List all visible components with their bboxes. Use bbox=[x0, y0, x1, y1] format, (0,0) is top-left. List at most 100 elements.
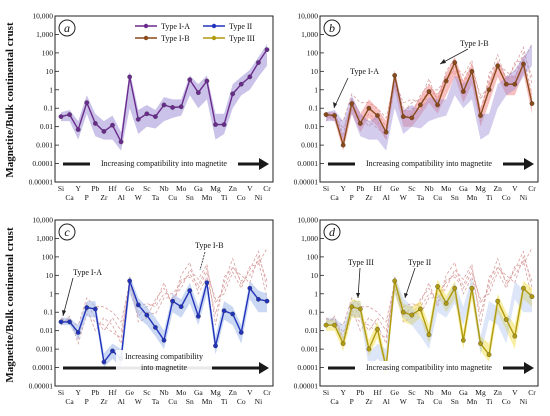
y-tick-label: 0.00001 bbox=[294, 382, 319, 391]
x-tick-label: Mo bbox=[441, 388, 452, 397]
reference-dashed-line bbox=[61, 250, 268, 346]
data-point bbox=[127, 74, 133, 80]
annotation-arrow bbox=[333, 77, 349, 109]
envelope-type-i-a bbox=[61, 44, 267, 151]
x-tick-label: Y bbox=[75, 184, 81, 193]
data-point bbox=[375, 113, 380, 118]
y-tick-label: 0.001 bbox=[301, 141, 318, 150]
data-point bbox=[110, 122, 115, 128]
y-tick-label: 1 bbox=[314, 85, 318, 94]
panel-label-circle bbox=[323, 223, 341, 241]
y-tick-label: 0.00001 bbox=[29, 178, 54, 187]
y-tick-label: 10 bbox=[46, 271, 54, 280]
x-tick-label: P bbox=[350, 397, 354, 406]
x-tick-label: Hf bbox=[374, 184, 382, 193]
data-point bbox=[58, 319, 64, 325]
panel-label-circle bbox=[58, 223, 76, 241]
data-point bbox=[323, 322, 329, 328]
data-point bbox=[187, 77, 193, 83]
panel-b: 10,000 1,000 100 10 1 0.1 0.01 0.001 0.0001 0.000… bbox=[294, 12, 539, 202]
x-tick-label: Ni bbox=[520, 193, 528, 202]
data-point bbox=[366, 105, 372, 111]
x-tick-label: Sn bbox=[451, 397, 459, 406]
x-tick-label: Cu bbox=[433, 397, 442, 406]
data-point bbox=[340, 341, 346, 346]
data-point bbox=[101, 129, 107, 134]
reference-dashed-line bbox=[325, 247, 533, 345]
panel-label-circle bbox=[58, 19, 76, 37]
data-point bbox=[366, 346, 372, 352]
y-tick-label: 10,000 bbox=[32, 12, 53, 21]
x-tick-label: Zr bbox=[365, 193, 373, 202]
data-point bbox=[58, 114, 64, 119]
data-point bbox=[75, 127, 81, 132]
data-point bbox=[213, 122, 218, 127]
arrow-text: Increasing compatibility into magnetite bbox=[366, 363, 492, 372]
x-tick-label: Cu bbox=[168, 397, 177, 406]
y-tick-label: 0.0001 bbox=[297, 363, 318, 372]
x-tick-label: Ga bbox=[459, 184, 468, 193]
y-tick-label: 10,000 bbox=[297, 216, 318, 225]
x-tick-label: Al bbox=[117, 397, 125, 406]
legend-label: Type II bbox=[229, 22, 253, 31]
x-tick-label: Mg bbox=[475, 184, 486, 193]
x-tick-label: Mg bbox=[210, 184, 221, 193]
x-tick-label: Al bbox=[117, 193, 125, 202]
annotation-arrow bbox=[199, 251, 206, 271]
data-point bbox=[127, 278, 133, 284]
x-tick-label: Hf bbox=[109, 388, 117, 397]
x-tick-label: W bbox=[400, 193, 408, 202]
x-tick-label: Cr bbox=[528, 388, 536, 397]
x-tick-label: Hf bbox=[374, 388, 382, 397]
y-tick-label: 100 bbox=[307, 48, 319, 57]
x-tick-label: Zr bbox=[100, 397, 108, 406]
y-axis-label-top: Magnetite/Bulk continental crust bbox=[4, 22, 16, 178]
data-point bbox=[452, 285, 458, 291]
y-tick-label: 0.001 bbox=[36, 345, 53, 354]
x-tick-label: P bbox=[85, 193, 89, 202]
x-tick-label: Mn bbox=[467, 193, 478, 202]
data-point bbox=[349, 304, 355, 310]
data-point bbox=[392, 73, 398, 78]
x-tick-label: Nb bbox=[159, 388, 168, 397]
annotation-type-i-b: Type I-B bbox=[460, 39, 489, 48]
x-tick-label: Co bbox=[502, 397, 511, 406]
x-tick-label: Al bbox=[382, 397, 390, 406]
y-tick-label: 10 bbox=[46, 67, 54, 76]
y-tick-label: 0.00001 bbox=[29, 382, 54, 391]
data-point bbox=[195, 313, 201, 319]
y-tick-label: 1,000 bbox=[36, 30, 53, 39]
panel-c: 10,000 1,000 100 10 1 0.1 0.01 0.001 0.0001 0.000… bbox=[29, 216, 274, 406]
data-point bbox=[161, 102, 167, 108]
data-point bbox=[161, 337, 167, 343]
x-tick-label: Si bbox=[58, 388, 64, 397]
y-tick-label: 0.0001 bbox=[297, 159, 318, 168]
x-tick-label: W bbox=[135, 397, 143, 406]
x-tick-label: Ge bbox=[390, 184, 399, 193]
x-tick-label: W bbox=[135, 193, 143, 202]
data-point bbox=[409, 312, 415, 318]
x-tick-label: Nb bbox=[424, 184, 433, 193]
data-point bbox=[170, 298, 175, 304]
legend-marker bbox=[211, 35, 217, 41]
data-point bbox=[486, 87, 492, 93]
x-tick-label: Mn bbox=[202, 193, 213, 202]
y-tick-label: 0.1 bbox=[309, 104, 319, 113]
data-point bbox=[264, 47, 270, 52]
y-tick-label: 10,000 bbox=[297, 12, 318, 21]
x-tick-label: V bbox=[512, 184, 518, 193]
panel-label: b bbox=[329, 21, 335, 35]
data-point bbox=[521, 285, 526, 291]
data-point bbox=[478, 341, 483, 346]
data-point bbox=[332, 322, 337, 328]
annotation-type-i-b: Type I-B bbox=[195, 241, 224, 250]
panel-label: d bbox=[329, 225, 336, 239]
data-point bbox=[392, 278, 398, 284]
y-tick-label: 0.001 bbox=[301, 345, 318, 354]
data-point bbox=[400, 309, 406, 315]
reference-dashed-line bbox=[60, 247, 268, 345]
data-point bbox=[264, 298, 270, 304]
data-point bbox=[221, 308, 227, 314]
data-point bbox=[521, 61, 526, 67]
